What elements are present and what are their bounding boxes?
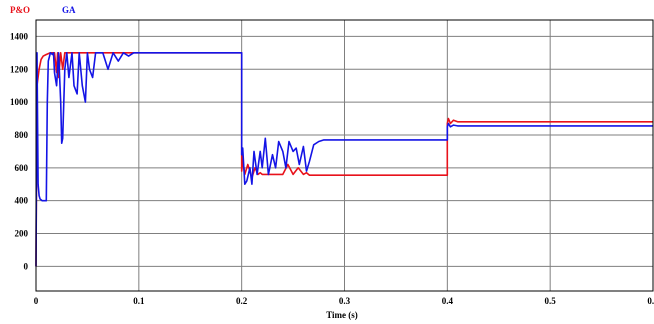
plot-frame xyxy=(35,19,654,292)
x-tick-label: 0.6 xyxy=(647,296,654,306)
x-axis-label: Time (s) xyxy=(326,310,358,320)
legend: P&O GA xyxy=(10,5,76,15)
legend-label-p-o: P&O xyxy=(10,5,30,15)
y-tick-label: 600 xyxy=(15,163,29,173)
y-tick-label: 400 xyxy=(15,196,29,206)
x-tick-label: 0.4 xyxy=(442,296,454,306)
y-tick-label: 800 xyxy=(15,130,29,140)
x-tick-label: 0.2 xyxy=(236,296,248,306)
y-tick-labels: 0 200 400 600 800 1000 1200 1400 xyxy=(10,31,29,271)
series-line-ga xyxy=(35,51,653,267)
y-tick-label: 1000 xyxy=(10,97,29,107)
legend-label-ga: GA xyxy=(62,5,76,15)
series-layer xyxy=(35,51,653,267)
x-tick-label: 0.1 xyxy=(133,296,145,306)
x-tick-labels: 0 0.1 0.2 0.3 0.4 0.5 0.6 xyxy=(34,296,654,306)
x-tick-label: 0.5 xyxy=(545,296,557,306)
y-tick-label: 1400 xyxy=(10,31,29,41)
y-tick-label: 200 xyxy=(15,229,29,239)
y-tick-label: 1200 xyxy=(10,64,29,74)
x-tick-label: 0.3 xyxy=(339,296,351,306)
y-tick-label: 0 xyxy=(24,261,29,271)
grid-lines xyxy=(36,20,653,291)
x-tick-label: 0 xyxy=(34,296,39,306)
